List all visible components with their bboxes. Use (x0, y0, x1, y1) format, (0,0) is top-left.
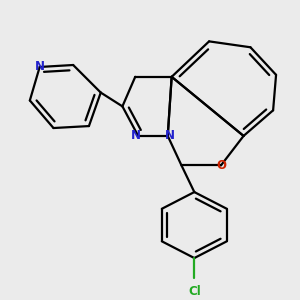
Text: Cl: Cl (188, 285, 201, 298)
Text: N: N (131, 129, 141, 142)
Text: O: O (216, 159, 226, 172)
Text: N: N (165, 129, 175, 142)
Text: N: N (35, 61, 45, 74)
